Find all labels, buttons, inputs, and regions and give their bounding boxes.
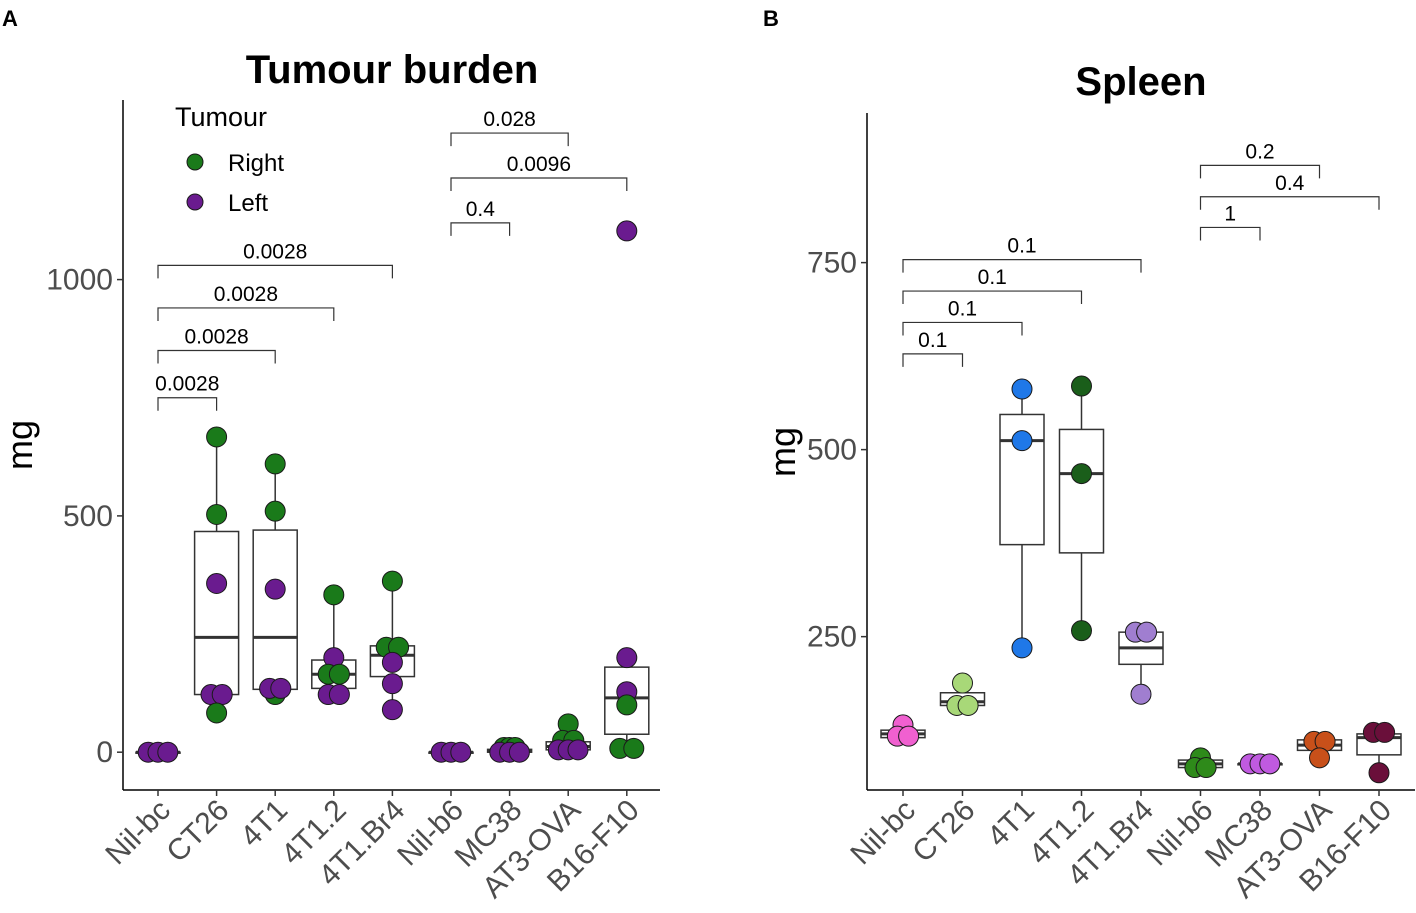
chart-a-p-value-label: 0.0028: [155, 373, 219, 396]
chart-b-comparison-bracket: [1199, 196, 1380, 210]
chart-a-data-point: [508, 741, 530, 763]
chart-b-data-point: [1259, 753, 1281, 775]
chart-b-data-point: [898, 725, 920, 747]
chart-b-data-point: [1011, 430, 1033, 452]
legend-swatch-left: [186, 193, 204, 211]
chart-b-data-point: [1071, 463, 1092, 485]
chart-a-comparison-bracket: [157, 349, 276, 364]
chart-a-data-point: [211, 684, 233, 706]
chart-a-box: [252, 529, 298, 691]
chart-b-comparison-bracket: [1199, 164, 1321, 179]
chart-b-p-value-label: 0.1: [1007, 235, 1036, 258]
chart-a-p-value-label: 0.0028: [243, 240, 307, 263]
chart-b-data-point: [1071, 620, 1092, 642]
chart-a-data-point: [264, 500, 286, 522]
y-axis-label-b: mg: [762, 427, 803, 477]
chart-b-p-value-label: 0.4: [1275, 172, 1305, 195]
chart-a-p-value-label: 0.028: [483, 108, 536, 131]
chart-a-y-tick-label: 1000: [46, 264, 113, 297]
chart-b-y-tick-label: 250: [807, 621, 857, 654]
chart-b-data-point: [1368, 762, 1390, 784]
chart-a-x-tick-label: Nil-bc: [99, 794, 177, 872]
chart-b-data-point: [1309, 747, 1330, 769]
chart-a-data-point: [381, 570, 403, 592]
chart-a-comparison-bracket: [157, 307, 335, 321]
chart-a-data-point: [206, 503, 228, 525]
chart-b-data-point: [1011, 637, 1033, 659]
chart-b-p-value-label: 0.2: [1245, 140, 1274, 163]
chart-b-data-point: [1374, 721, 1396, 743]
chart-a-box: [193, 530, 240, 696]
chart-a-data-point: [623, 737, 645, 759]
chart-a-comparison-bracket: [157, 397, 218, 411]
legend-label-right: Right: [228, 150, 284, 177]
chart-a-data-point: [616, 220, 638, 242]
chart-b-comparison-bracket: [902, 321, 1023, 336]
chart-a-y-tick-label: 500: [63, 500, 113, 533]
chart-title-a: Tumour burden: [246, 48, 539, 92]
chart-b-data-point: [957, 694, 979, 716]
chart-a-x-tick-label: CT26: [160, 794, 235, 869]
chart-b-data-point: [1130, 683, 1152, 705]
legend-swatch-right: [186, 153, 204, 171]
chart-a-data-point: [270, 677, 292, 699]
chart-a-data-point: [567, 739, 589, 761]
chart-b-data-point: [1195, 757, 1217, 779]
chart-a-data-point: [206, 702, 228, 724]
chart-a-comparison-bracket: [450, 222, 511, 236]
chart-b-p-value-label: 1: [1224, 202, 1236, 225]
chart-b-p-value-label: 0.1: [978, 266, 1007, 289]
chart-a-data-point: [381, 651, 403, 673]
panel-a: A Tumour burden mg Tumour Right Left 0 50…: [0, 6, 660, 905]
chart-b-comparison-bracket: [902, 353, 964, 367]
chart-b-x-tick-label: CT26: [906, 794, 981, 869]
panel-letter-a: A: [2, 6, 18, 31]
chart-a-comparison-bracket: [157, 264, 393, 279]
chart-b-data-point: [952, 672, 973, 694]
chart-a-data-point: [157, 741, 179, 763]
chart-b-comparison-bracket: [902, 259, 1142, 273]
chart-a-data-point: [206, 572, 228, 594]
chart-a-data-point: [264, 453, 286, 475]
legend-title: Tumour: [175, 102, 267, 132]
chart-b-box: [1058, 428, 1105, 554]
chart-a-p-value-label: 0.0028: [184, 325, 248, 348]
chart-a-data-point: [328, 663, 350, 685]
chart-a-data-point: [381, 699, 403, 721]
chart-b-comparison-bracket: [902, 290, 1083, 305]
chart-a-data-point: [381, 673, 403, 695]
chart-a-data-point: [450, 741, 472, 763]
chart-a-data-point: [206, 426, 228, 448]
chart-b-p-value-label: 0.1: [918, 329, 947, 352]
chart-a-comparison-bracket: [450, 132, 569, 147]
chart-a-p-value-label: 0.0096: [507, 153, 571, 176]
chart-a-comparison-bracket: [450, 177, 628, 191]
chart-a-data-point: [616, 694, 638, 716]
chart-a-data-point: [323, 584, 345, 606]
y-axis-label-a: mg: [0, 420, 40, 470]
chart-b-y-tick-label: 500: [807, 434, 857, 467]
legend-a: Tumour Right Left: [175, 102, 284, 217]
chart-title-b: Spleen: [1075, 60, 1206, 104]
chart-b-y-tick-label: 750: [807, 247, 857, 280]
chart-b-data-point: [1011, 378, 1033, 400]
chart-b-p-value-label: 0.1: [948, 297, 977, 320]
chart-a-data-point: [264, 578, 286, 600]
panel-letter-b: B: [763, 6, 779, 31]
legend-label-left: Left: [228, 190, 268, 217]
chart-b-x-tick-label: Nil-bc: [844, 794, 922, 872]
chart-a-data-point: [616, 647, 638, 669]
chart-a-y-tick-label: 0: [96, 736, 113, 769]
chart-a-p-value-label: 0.4: [466, 198, 496, 221]
chart-b-data-point: [1071, 375, 1092, 397]
chart-a-p-value-label: 0.0028: [214, 283, 278, 306]
chart-a-data-point: [328, 684, 350, 706]
chart-b-x-tick-label: Nil-b6: [1141, 794, 1220, 873]
chart-b-data-point: [1136, 621, 1158, 643]
chart-b-comparison-bracket: [1199, 226, 1261, 241]
